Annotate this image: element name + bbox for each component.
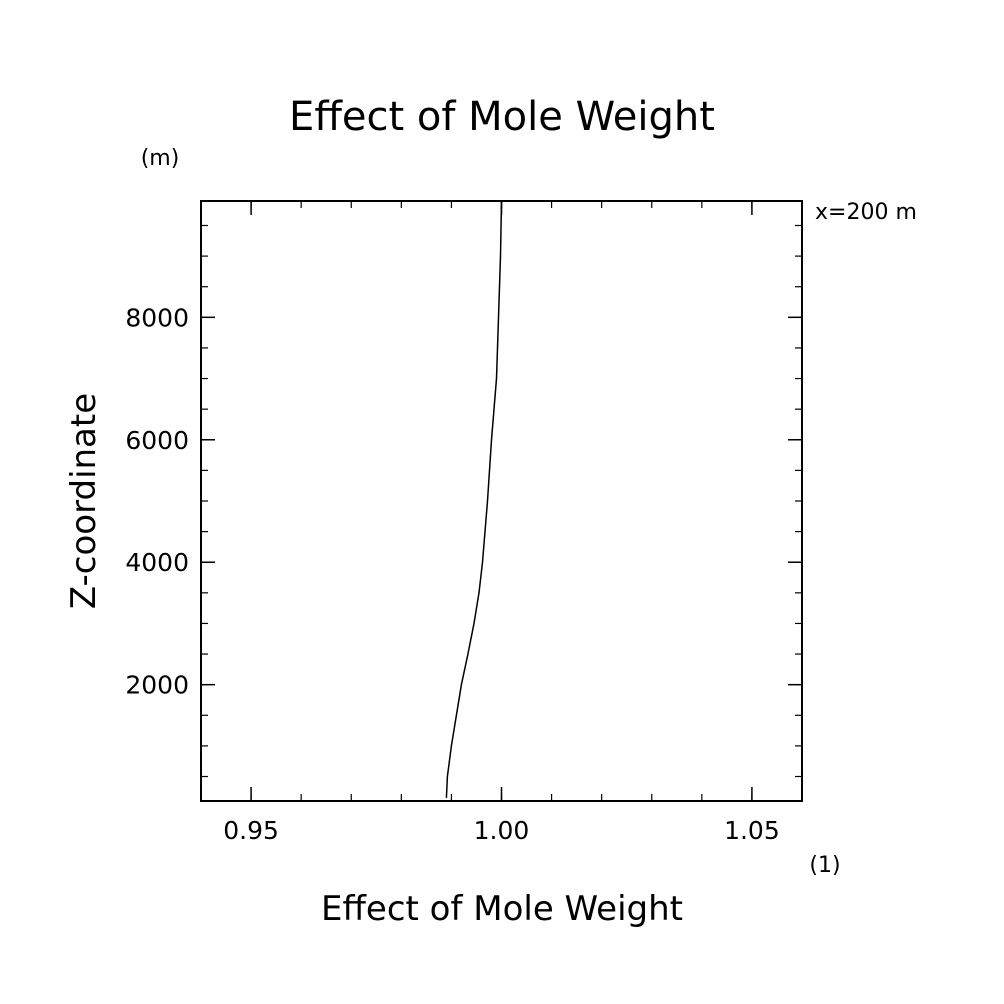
y-tick-label: 8000 — [125, 303, 189, 332]
ticks-group — [201, 201, 802, 801]
plot-frame — [200, 200, 803, 802]
annotation-label: x=200 m — [815, 200, 917, 225]
x-tick-label: 1.05 — [724, 816, 780, 845]
y-axis-title: Z-coordinate — [64, 393, 104, 609]
y-tick-label: 4000 — [125, 548, 189, 577]
x-tick-label: 0.95 — [223, 816, 279, 845]
y-tick-label: 2000 — [125, 671, 189, 700]
x-tick-label: 1.00 — [474, 816, 530, 845]
y-tick-label: 6000 — [125, 426, 189, 455]
x-unit-label: (1) — [809, 853, 840, 878]
chart-title: Effect of Mole Weight — [289, 94, 715, 140]
x-axis-title: Effect of Mole Weight — [321, 889, 683, 929]
series-line — [445, 200, 503, 798]
y-unit-label: (m) — [141, 146, 180, 171]
tick-labels-group: 0.95 1.00 1.05 2000 4000 6000 8000 — [125, 303, 779, 845]
